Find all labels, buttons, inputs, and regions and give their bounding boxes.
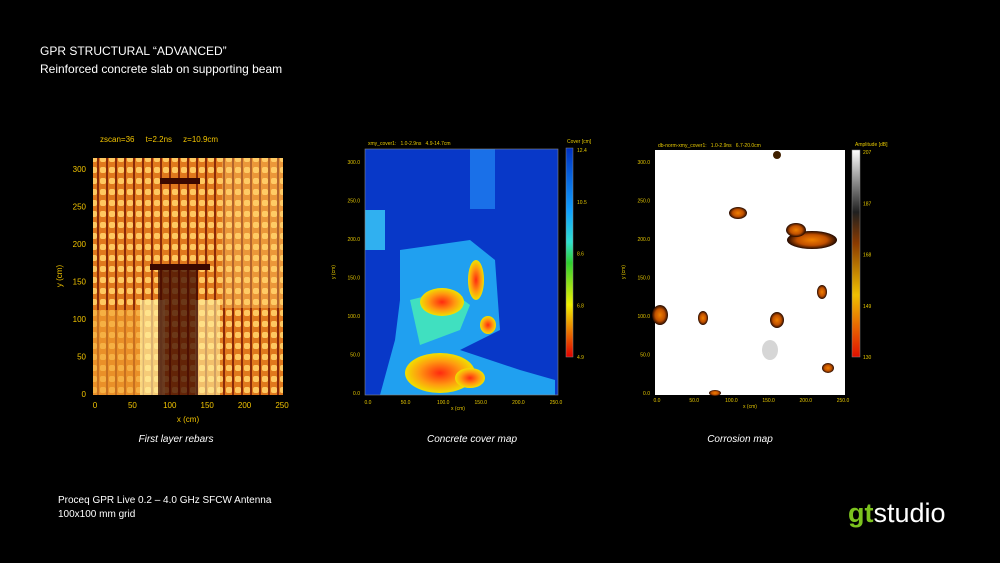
y-tick-label: 300.0 [637,160,650,166]
x-tick-label: 150 [201,401,215,410]
caption: First layer rebars [138,434,213,445]
x-tick-label: 200 [238,401,252,410]
colorbar-tick-label: 10.5 [577,200,587,206]
x-tick-label: 250 [275,401,289,410]
x-tick-label: 100.0 [725,398,738,404]
logo-gt: gt [848,498,873,528]
colorbar [851,149,861,358]
y-tick-label: 250.0 [637,199,650,205]
footer-line: 100x100 mm grid [58,509,135,520]
x-tick-label: 150.0 [475,400,488,406]
x-tick-label: 150.0 [762,398,775,404]
x-tick-label: 250.0 [837,398,850,404]
x-tick-label: 200.0 [512,400,525,406]
y-tick-label: 300.0 [347,160,360,166]
y-tick-label: 0.0 [353,391,360,397]
y-tick-label: 0.0 [643,391,650,397]
y-axis-label: y (cm) [55,265,64,288]
colorbar-title: Cover [cm] [567,139,592,145]
y-axis-label: y (cm) [621,265,627,279]
y-tick-label: 0 [82,390,87,399]
x-axis-label: x (cm) [177,415,200,424]
x-tick-label: 0.0 [365,400,372,406]
plot-header: zscan=36 t=2.2ns z=10.9cm [100,135,218,144]
y-axis-label: y (cm) [331,265,337,279]
y-tick-label: 150.0 [347,276,360,282]
subtitle: Reinforced concrete slab on supporting b… [40,62,282,76]
caption: Concrete cover map [427,434,517,445]
y-tick-label: 150.0 [637,276,650,282]
y-tick-label: 300 [73,165,87,174]
y-tick-label: 250.0 [347,199,360,205]
rebar-image [93,158,283,395]
y-tick-label: 200.0 [347,237,360,243]
x-axis-label: x (cm) [743,404,757,410]
x-tick-label: 0 [93,401,98,410]
y-tick-label: 100 [73,315,87,324]
x-tick-label: 100 [163,401,177,410]
colorbar-tick-label: 6.8 [577,303,584,309]
logo: gtstudio [848,498,946,528]
colorbar [565,147,574,358]
colorbar-tick-label: 187 [863,201,872,207]
colorbar-tick-label: 8.6 [577,252,584,258]
x-tick-label: 200.0 [800,398,813,404]
x-tick-label: 100.0 [437,400,450,406]
caption: Corrosion map [707,434,773,445]
cover-image [364,148,559,396]
title: GPR STRUCTURAL “ADVANCED” [40,44,227,58]
y-tick-label: 50.0 [350,353,360,359]
y-tick-label: 100.0 [637,314,650,320]
y-tick-label: 50 [77,353,86,362]
y-tick-label: 200 [73,240,87,249]
colorbar-tick-label: 149 [863,304,872,310]
x-axis-label: x (cm) [451,406,465,412]
plot-header: xmy_cover1: 1.0-2.9ns 4.9-14.7cm [368,141,451,147]
plot-header: db-norm-xmy_cover1: 1.0-2.9ns 6.7-20.0cm [658,143,761,149]
x-tick-label: 50 [128,401,137,410]
x-tick-label: 250.0 [550,400,563,406]
y-tick-label: 50.0 [640,353,650,359]
logo-studio: studio [873,498,945,528]
colorbar-tick-label: 12.4 [577,148,587,154]
y-tick-label: 100.0 [347,314,360,320]
x-tick-label: 50.0 [689,398,699,404]
x-tick-label: 50.0 [401,400,411,406]
colorbar-tick-label: 130 [863,355,872,361]
y-tick-label: 250 [73,203,87,212]
x-tick-label: 0.0 [654,398,661,404]
y-tick-label: 150 [73,278,87,287]
footer-line: Proceq GPR Live 0.2 – 4.0 GHz SFCW Anten… [58,495,272,506]
corrosion-image [652,150,845,396]
colorbar-tick-label: 207 [863,150,872,156]
colorbar-title: Amplitude [dB] [855,142,888,148]
y-tick-label: 200.0 [637,237,650,243]
colorbar-tick-label: 4.9 [577,355,584,361]
colorbar-tick-label: 168 [863,253,872,259]
